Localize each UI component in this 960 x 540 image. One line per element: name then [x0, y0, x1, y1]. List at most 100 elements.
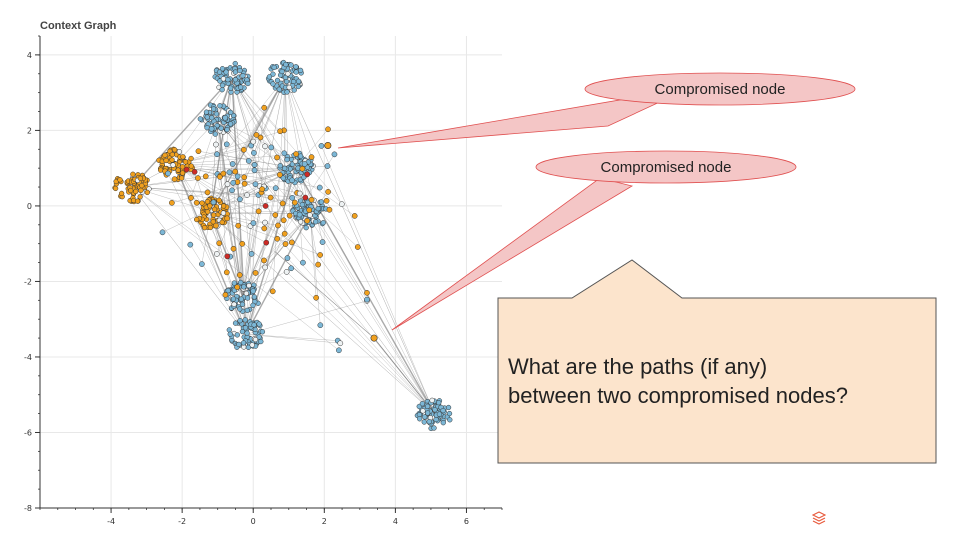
graph-edge: [326, 200, 435, 414]
graph-node: [316, 184, 323, 191]
graph-node: [281, 230, 288, 237]
graph-node: [282, 241, 289, 247]
graph-node: [225, 287, 231, 294]
graph-node: [163, 157, 169, 164]
graph-node: [137, 175, 144, 181]
graph-node: [207, 224, 214, 231]
graph-node: [284, 255, 291, 261]
graph-node: [420, 408, 426, 414]
graph-node: [276, 171, 283, 178]
graph-node: [213, 222, 219, 229]
graph-node: [216, 69, 223, 75]
graph-node: [253, 132, 260, 138]
graph-node: [159, 229, 166, 236]
graph-node: [205, 209, 211, 215]
graph-node: [222, 114, 229, 121]
graph-node: [250, 302, 256, 308]
callout-pointer: [337, 87, 691, 149]
graph-node: [199, 261, 205, 267]
node-cluster: [156, 146, 195, 183]
graph-node: [202, 225, 208, 231]
graph-node: [432, 407, 438, 413]
graph-node: [282, 74, 289, 81]
graph-node: [195, 148, 202, 155]
graph-node: [268, 144, 275, 151]
chart-title: Context Graph: [40, 20, 117, 32]
graph-edge: [209, 77, 286, 214]
graph-edge: [174, 164, 226, 295]
graph-node: [213, 111, 220, 117]
graph-node: [242, 317, 248, 323]
graph-node: [133, 188, 139, 195]
graph-edge: [215, 144, 435, 414]
graph-node: [223, 269, 230, 276]
graph-node: [276, 86, 282, 92]
graph-node: [137, 194, 143, 200]
graph-edge: [232, 182, 243, 297]
graph-node: [308, 196, 315, 203]
graph-node: [182, 159, 189, 165]
graph-edge: [242, 168, 303, 297]
graph-node: [262, 219, 268, 226]
graph-node: [207, 203, 213, 209]
graph-node: [204, 114, 210, 120]
graph-node: [266, 74, 273, 80]
graph-node: [237, 317, 243, 324]
stacked-layers-icon: [812, 511, 826, 525]
graph-node: [237, 84, 244, 90]
graph-node: [241, 174, 248, 181]
graph-edge: [295, 168, 368, 293]
graph-node: [204, 189, 211, 196]
graph-node: [283, 269, 290, 275]
graph-node: [315, 205, 321, 212]
graph-node: [324, 163, 331, 169]
graph-node: [223, 69, 229, 75]
graph-node: [299, 202, 305, 208]
question-box: [497, 259, 937, 464]
graph-node: [256, 321, 262, 327]
graph-edge: [131, 77, 233, 188]
y-tick-label: 0: [27, 202, 32, 211]
graph-node: [199, 200, 205, 206]
graph-edge: [190, 244, 247, 335]
graph-node: [232, 168, 239, 175]
graph-node: [288, 265, 295, 272]
node-cluster: [112, 171, 152, 205]
graph-node: [364, 296, 370, 303]
graph-node: [292, 158, 298, 164]
graph-node: [288, 62, 294, 68]
graph-edge: [217, 118, 249, 162]
graph-edge: [132, 186, 306, 198]
graph-node: [239, 240, 246, 247]
y-tick-label: -4: [24, 353, 32, 362]
graph-node: [297, 67, 304, 74]
x-tick-label: -2: [178, 517, 186, 526]
graph-node: [229, 187, 235, 194]
graph-node: [213, 141, 219, 148]
graph-node: [277, 128, 283, 135]
graph-node: [281, 165, 288, 171]
graph-edge: [132, 186, 228, 257]
graph-node: [337, 340, 344, 347]
graph-edge: [132, 186, 340, 351]
graph-edge: [246, 334, 341, 344]
graph-node: [208, 125, 215, 132]
graph-node: [283, 61, 289, 68]
graph-node: [262, 203, 269, 209]
callout-label: Compromised node: [655, 81, 786, 98]
graph-edge: [132, 186, 247, 335]
graph-node: [303, 225, 309, 231]
graph-node: [279, 68, 285, 75]
graph-edge: [174, 164, 292, 243]
graph-node: [288, 239, 295, 246]
graph-edge: [286, 271, 435, 414]
graph-node: [312, 219, 319, 225]
graph-edge: [216, 118, 244, 297]
graph-node: [188, 163, 194, 169]
graph-node: [300, 259, 306, 266]
graph-edge: [245, 174, 281, 335]
graph-node: [297, 153, 304, 159]
graph-edge: [132, 186, 265, 229]
graph-node: [238, 279, 244, 286]
